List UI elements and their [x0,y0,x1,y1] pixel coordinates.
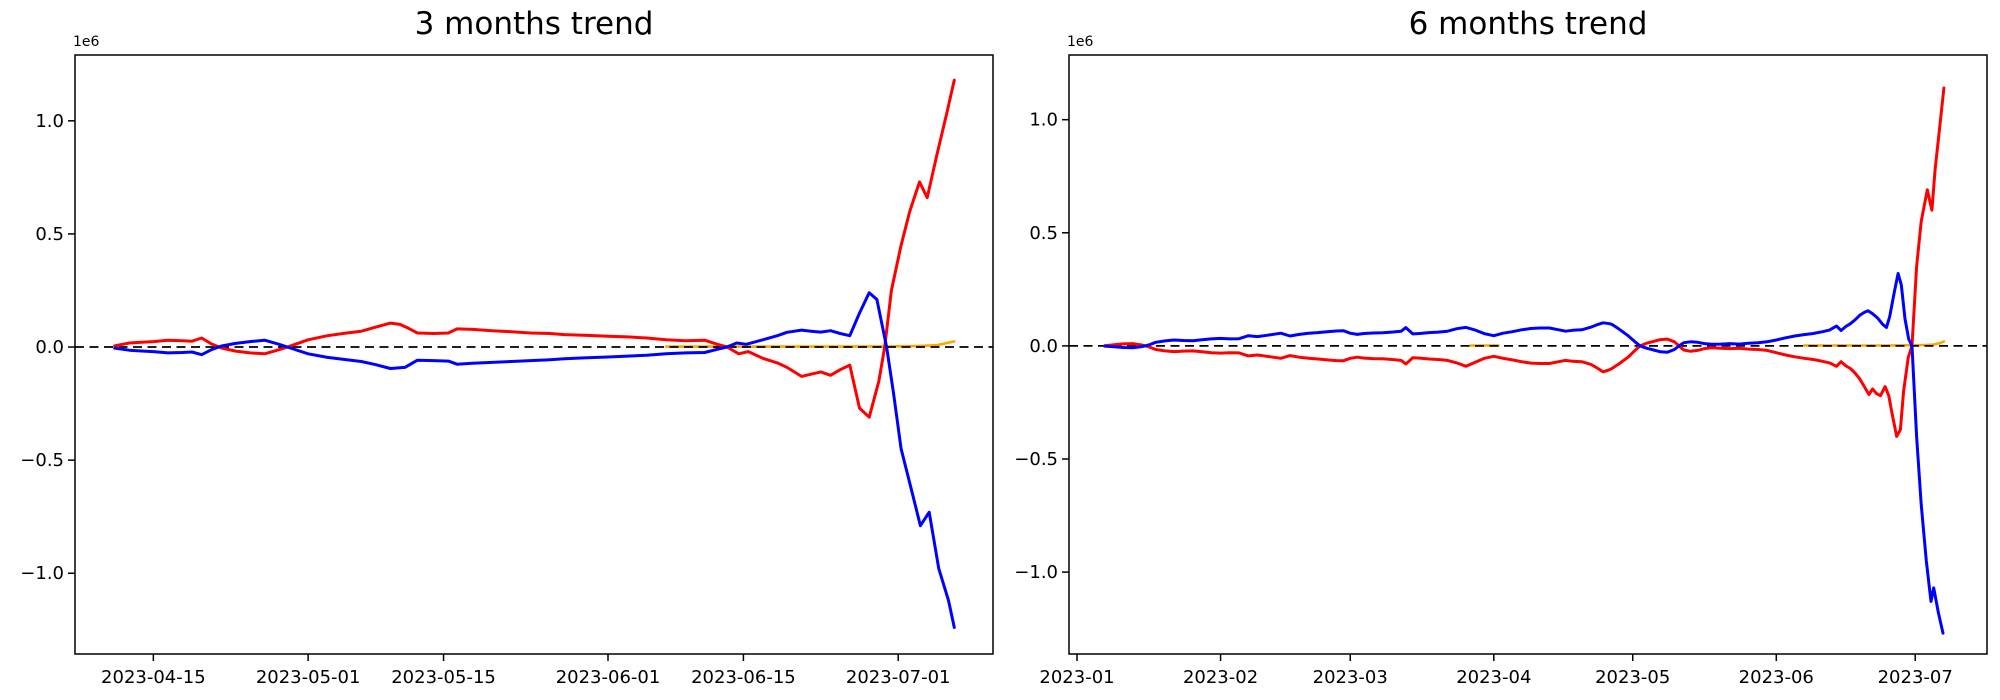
y-tick-label: 1.0 [1029,110,1058,131]
x-tick-label: 2023-07 [1878,667,1953,688]
red-line [1103,86,1946,438]
axis-offset-label: 1e6 [1067,34,1094,50]
axes-spines [74,54,994,655]
blue-line [1103,272,1945,635]
x-tick-label: 2023-06 [1739,667,1814,688]
axes-spines [1068,54,1988,655]
y-tick-label: −0.5 [1014,449,1058,470]
x-tick-label: 2023-05 [1595,667,1670,688]
y-tick-label: −1.0 [1014,562,1058,583]
x-tick-label: 2023-03 [1313,667,1388,688]
axis-offset-label: 1e6 [73,34,100,50]
y-tick-label: 1.0 [35,111,64,132]
y-tick-label: −0.5 [20,450,64,471]
x-tick-label: 2023-05-01 [256,667,361,688]
x-tick-label: 2023-06-01 [556,667,661,688]
y-tick-label: 0.5 [35,224,64,245]
right-chart-title: 6 months trend [1408,6,1648,42]
x-tick-label: 2023-07-01 [846,667,951,688]
y-tick-label: 0.0 [1029,336,1058,357]
x-tick-label: 2023-02 [1183,667,1258,688]
x-tick-label: 2023-06-15 [691,667,796,688]
x-tick-label: 2023-04 [1456,667,1531,688]
blue-line [113,291,956,629]
x-tick-label: 2023-04-15 [101,667,206,688]
y-tick-label: 0.0 [35,337,64,358]
y-tick-label: −1.0 [20,563,64,584]
x-tick-label: 2023-05-15 [391,667,496,688]
left-chart-title: 3 months trend [414,6,654,42]
red-line [113,78,956,419]
y-tick-label: 0.5 [1029,223,1058,244]
x-tick-label: 2023-01 [1039,667,1114,688]
